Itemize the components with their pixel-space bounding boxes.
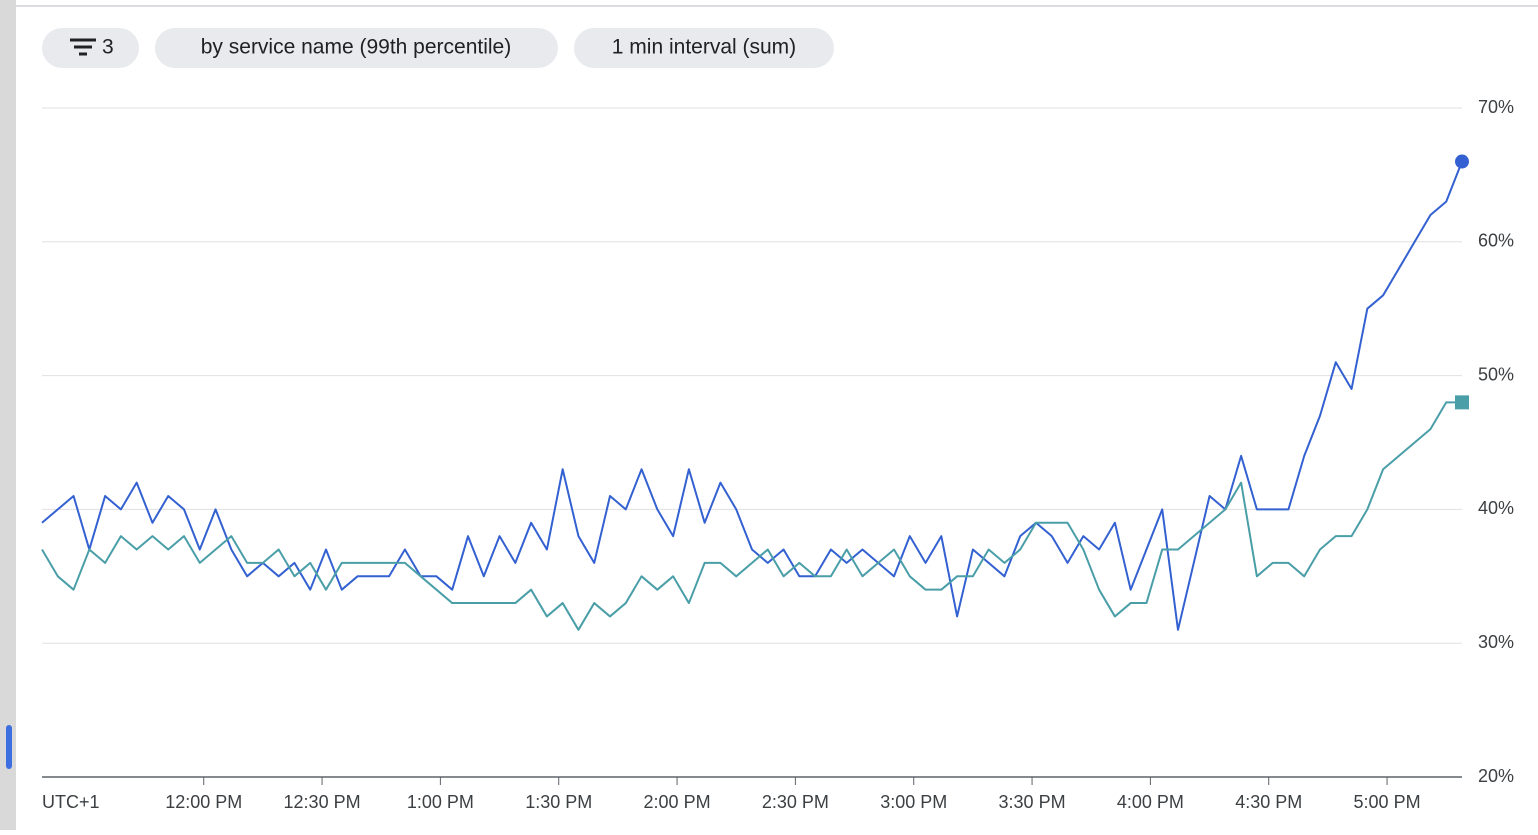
chip-label: by service name (99th percentile) (201, 36, 511, 59)
end-marker (1455, 154, 1469, 169)
y-tick-label: 20% (1478, 766, 1514, 786)
interval-chip[interactable]: 1 min interval (sum) (574, 28, 834, 68)
chip-background (155, 28, 558, 68)
x-tick-label: 12:30 PM (284, 792, 361, 812)
x-tick-label: 2:00 PM (644, 792, 711, 812)
timezone-label: UTC+1 (42, 792, 100, 812)
chip-label: 3 (102, 36, 114, 59)
x-tick-label: 3:00 PM (880, 792, 947, 812)
y-tick-label: 40% (1478, 498, 1514, 518)
chip-label: 1 min interval (sum) (612, 36, 796, 59)
scrollbar-thumb[interactable] (6, 725, 12, 769)
x-tick-label: 12:00 PM (165, 792, 242, 812)
x-tick-label: 4:00 PM (1117, 792, 1184, 812)
x-tick-label: 5:00 PM (1354, 792, 1421, 812)
x-tick-label: 1:00 PM (407, 792, 474, 812)
y-tick-label: 50% (1478, 364, 1514, 384)
filter-chip[interactable]: 3 (42, 28, 139, 68)
filter-icon (70, 38, 96, 56)
series-line (41, 401, 1462, 631)
group-chip[interactable]: by service name (99th percentile) (155, 28, 558, 68)
x-tick-label: 3:30 PM (999, 792, 1066, 812)
y-tick-label: 60% (1478, 231, 1514, 251)
x-tick-label: 4:30 PM (1235, 792, 1302, 812)
y-tick-label: 70% (1478, 97, 1514, 117)
chip-background (574, 28, 834, 68)
x-tick-label: 1:30 PM (525, 792, 592, 812)
y-tick-label: 30% (1478, 632, 1514, 652)
scrollbar-track (0, 0, 16, 830)
end-marker (1455, 395, 1469, 410)
x-tick-label: 2:30 PM (762, 792, 829, 812)
